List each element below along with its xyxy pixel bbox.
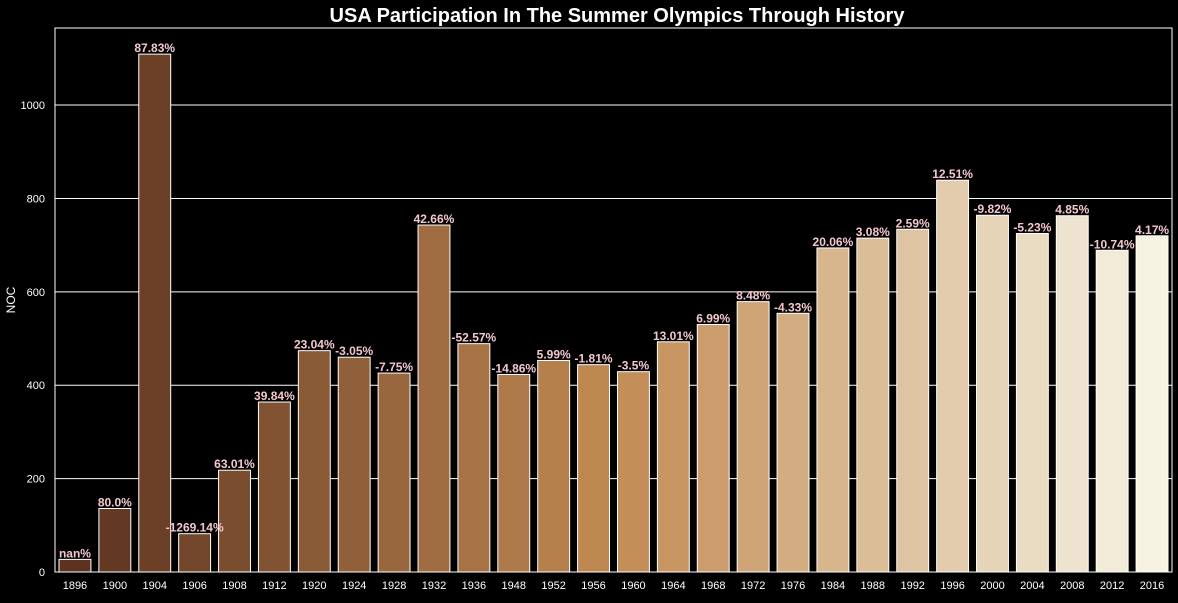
data-label: 3.08% bbox=[856, 225, 890, 239]
bar bbox=[1055, 215, 1089, 573]
y-tick-label: 200 bbox=[27, 474, 45, 486]
data-label: 4.17% bbox=[1135, 223, 1169, 237]
data-label: 5.99% bbox=[537, 347, 571, 361]
bar bbox=[896, 228, 930, 573]
x-tick-label: 1988 bbox=[861, 580, 885, 592]
bar bbox=[616, 371, 650, 573]
x-tick-label: 1956 bbox=[581, 580, 605, 592]
data-label: 80.0% bbox=[98, 495, 132, 509]
x-tick-label: 1964 bbox=[661, 580, 685, 592]
x-tick-label: 2016 bbox=[1140, 580, 1164, 592]
data-label: -3.05% bbox=[335, 344, 373, 358]
bar bbox=[457, 343, 491, 573]
data-label: -10.74% bbox=[1090, 237, 1135, 251]
data-label: -14.86% bbox=[491, 361, 536, 375]
x-tick-label: 1996 bbox=[940, 580, 964, 592]
bar bbox=[696, 324, 730, 573]
data-label: 13.01% bbox=[653, 329, 694, 343]
y-tick-label: 0 bbox=[39, 567, 45, 579]
x-tick-label: 1912 bbox=[262, 580, 286, 592]
x-tick-label: 1984 bbox=[821, 580, 845, 592]
bar bbox=[1095, 249, 1129, 573]
bar bbox=[58, 558, 92, 573]
data-label: 6.99% bbox=[696, 312, 730, 326]
data-label: 39.84% bbox=[254, 389, 295, 403]
data-label: 20.06% bbox=[813, 235, 854, 249]
data-label: 12.51% bbox=[932, 167, 973, 181]
bar bbox=[936, 179, 970, 573]
plot-frame bbox=[54, 27, 1173, 573]
data-label: -5.23% bbox=[1013, 220, 1051, 234]
data-label: 2.59% bbox=[896, 216, 930, 230]
x-tick-label: 1920 bbox=[302, 580, 326, 592]
y-tick-label: 600 bbox=[27, 287, 45, 299]
x-tick-label: 1948 bbox=[502, 580, 526, 592]
data-label: -1.81% bbox=[575, 352, 613, 366]
x-tick-label: 1972 bbox=[741, 580, 765, 592]
data-label: -52.57% bbox=[452, 331, 497, 345]
x-tick-label: 1900 bbox=[103, 580, 127, 592]
y-tick-label: 1000 bbox=[21, 100, 45, 112]
data-label: 42.66% bbox=[414, 212, 455, 226]
data-label: -7.75% bbox=[375, 360, 413, 374]
y-tick-label: 800 bbox=[27, 193, 45, 205]
bar bbox=[297, 350, 331, 573]
bar bbox=[377, 372, 411, 573]
bar bbox=[816, 247, 850, 573]
data-labels: nan% 80.0% 87.83% -1269.14% 63.01% 39.84% 23.0… bbox=[59, 41, 1169, 560]
x-tick-label: 1936 bbox=[462, 580, 486, 592]
bar bbox=[776, 312, 810, 573]
bar bbox=[138, 53, 172, 573]
bar bbox=[1015, 232, 1049, 573]
data-label: -1269.14% bbox=[166, 521, 224, 535]
bars bbox=[58, 53, 1169, 573]
data-label: 23.04% bbox=[294, 338, 335, 352]
bar bbox=[856, 237, 890, 573]
x-tick-label: 2008 bbox=[1060, 580, 1084, 592]
data-label: -9.82% bbox=[973, 202, 1011, 216]
bar bbox=[337, 356, 371, 573]
data-label: 63.01% bbox=[214, 457, 255, 471]
chart-title: USA Participation In The Summer Olympics… bbox=[330, 5, 906, 27]
x-tick-label: 1906 bbox=[182, 580, 206, 592]
data-label: nan% bbox=[59, 546, 91, 560]
bar bbox=[178, 533, 212, 573]
x-tick-label: 1908 bbox=[222, 580, 246, 592]
bar bbox=[1135, 235, 1169, 573]
bar bbox=[417, 224, 451, 573]
x-tick-label: 2012 bbox=[1100, 580, 1124, 592]
x-tick-label: 1968 bbox=[701, 580, 725, 592]
bar bbox=[257, 401, 291, 573]
x-tick-label: 1896 bbox=[63, 580, 87, 592]
x-tick-label: 2000 bbox=[980, 580, 1004, 592]
data-label: 4.85% bbox=[1055, 203, 1089, 217]
bar bbox=[537, 359, 571, 573]
x-tick-label: 1904 bbox=[142, 580, 166, 592]
bar bbox=[736, 301, 770, 573]
x-tick-label: 1976 bbox=[781, 580, 805, 592]
x-tick-label: 1952 bbox=[541, 580, 565, 592]
y-tick-label: 400 bbox=[27, 380, 45, 392]
x-axis-ticks: 1896 1900 1904 1906 1908 1912 1920 1924 1928 1932… bbox=[63, 580, 1165, 592]
bar bbox=[497, 373, 531, 573]
x-tick-label: 1924 bbox=[342, 580, 366, 592]
x-tick-label: 1932 bbox=[422, 580, 446, 592]
x-tick-label: 2004 bbox=[1020, 580, 1044, 592]
data-label: 87.83% bbox=[134, 41, 175, 55]
bar bbox=[976, 214, 1009, 573]
data-label: 8.48% bbox=[736, 289, 770, 303]
y-axis-ticks: 0 200 400 600 800 1000 bbox=[21, 100, 45, 579]
bar bbox=[656, 341, 690, 573]
data-label: -3.5% bbox=[618, 359, 650, 373]
x-tick-label: 1960 bbox=[621, 580, 645, 592]
x-tick-label: 1992 bbox=[900, 580, 924, 592]
bar bbox=[98, 507, 132, 573]
y-axis-label: NOC bbox=[4, 286, 18, 313]
x-tick-label: 1928 bbox=[382, 580, 406, 592]
bar bbox=[218, 469, 251, 573]
data-label: -4.33% bbox=[774, 300, 812, 314]
bar bbox=[577, 364, 611, 573]
